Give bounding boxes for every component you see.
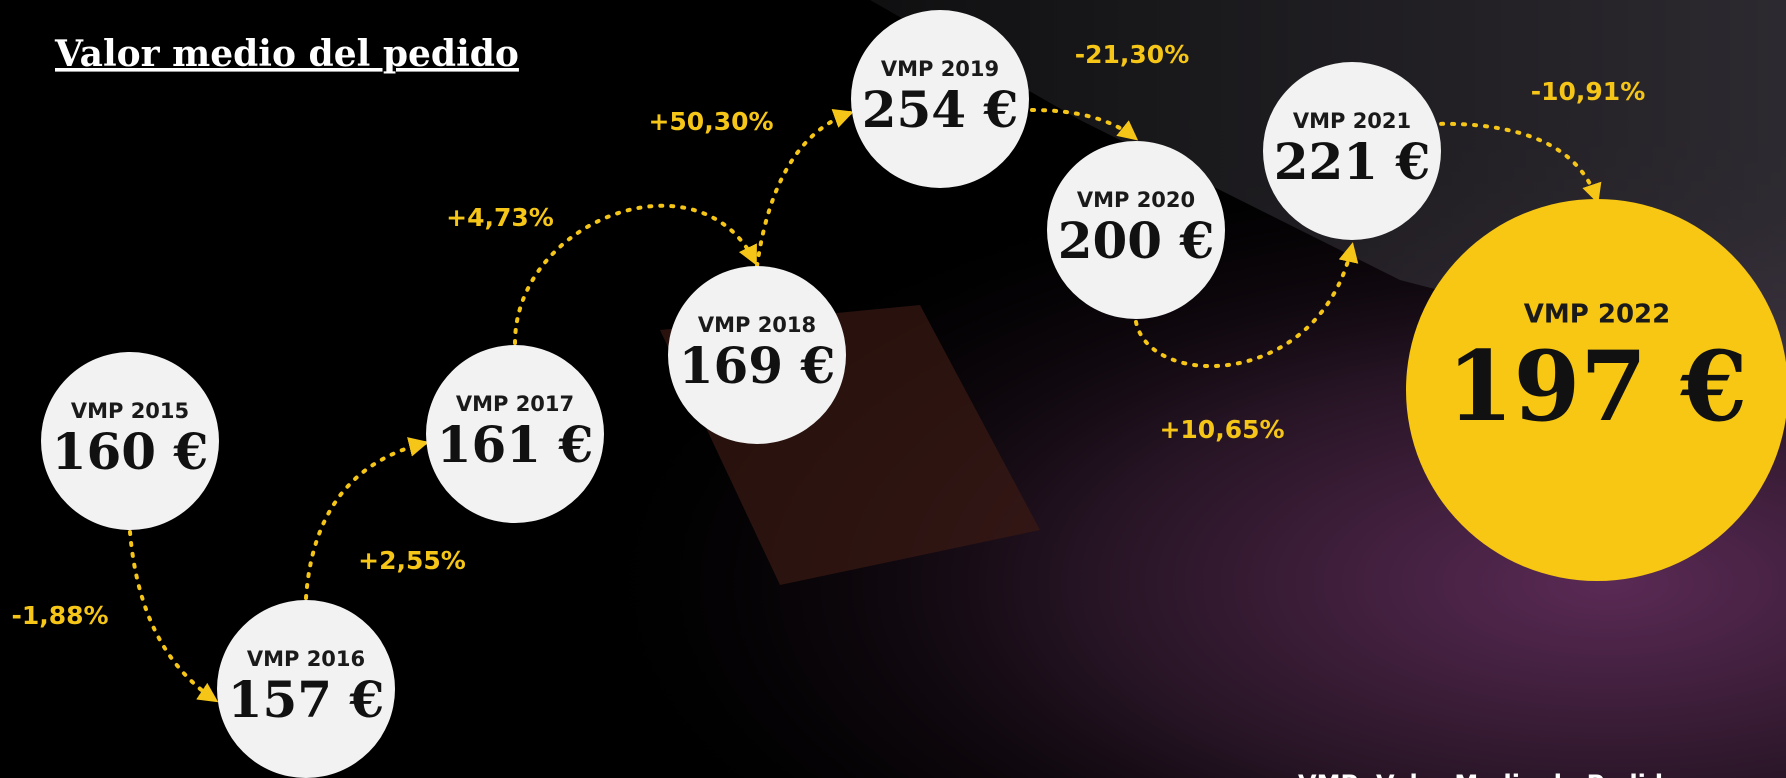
node-value: 254 € bbox=[862, 80, 1019, 139]
node-circle bbox=[668, 266, 846, 444]
node-circle bbox=[1406, 199, 1786, 581]
arrow bbox=[1428, 121, 1602, 204]
node-value: 161 € bbox=[437, 415, 594, 474]
node-value: 160 € bbox=[52, 422, 209, 481]
node-circle bbox=[41, 352, 219, 530]
node-circle bbox=[217, 600, 395, 778]
node-value: 169 € bbox=[679, 336, 836, 395]
arrow bbox=[755, 109, 854, 268]
arrow bbox=[1134, 242, 1359, 369]
node-value: 197 € bbox=[1447, 330, 1748, 443]
node-label: VMP 2019 bbox=[881, 57, 999, 81]
arrows bbox=[128, 108, 1602, 703]
node-label: VMP 2015 bbox=[71, 399, 189, 423]
node-label: VMP 2018 bbox=[698, 313, 816, 337]
node-label: VMP 2017 bbox=[456, 392, 574, 416]
node-circle bbox=[426, 345, 604, 523]
change-label: +10,65% bbox=[1159, 415, 1284, 444]
footnote: VMP: Valor Medio de Pedido bbox=[1298, 770, 1680, 778]
change-label: +2,55% bbox=[358, 546, 466, 575]
change-label: +50,30% bbox=[648, 107, 773, 136]
change-label: -10,91% bbox=[1531, 77, 1646, 106]
node-circle bbox=[851, 10, 1029, 188]
node-value: 200 € bbox=[1058, 211, 1215, 270]
arrow bbox=[304, 437, 429, 600]
node-label: VMP 2021 bbox=[1293, 109, 1411, 133]
change-label: +4,73% bbox=[446, 203, 554, 232]
node-circle bbox=[1263, 62, 1441, 240]
node-label: VMP 2022 bbox=[1524, 300, 1670, 330]
node-label: VMP 2016 bbox=[247, 647, 365, 671]
node-circle bbox=[1047, 141, 1225, 319]
change-label: -21,30% bbox=[1075, 40, 1190, 69]
node-value: 157 € bbox=[228, 670, 385, 729]
arrow bbox=[1030, 108, 1139, 141]
title: Valor medio del pedido bbox=[54, 33, 519, 75]
node-value: 221 € bbox=[1274, 132, 1431, 191]
changes: -1,88% +2,55% +4,73% +50,30% -21,30% +10,65% -… bbox=[11, 40, 1645, 630]
change-label: -1,88% bbox=[11, 601, 108, 630]
node-label: VMP 2020 bbox=[1077, 188, 1195, 212]
